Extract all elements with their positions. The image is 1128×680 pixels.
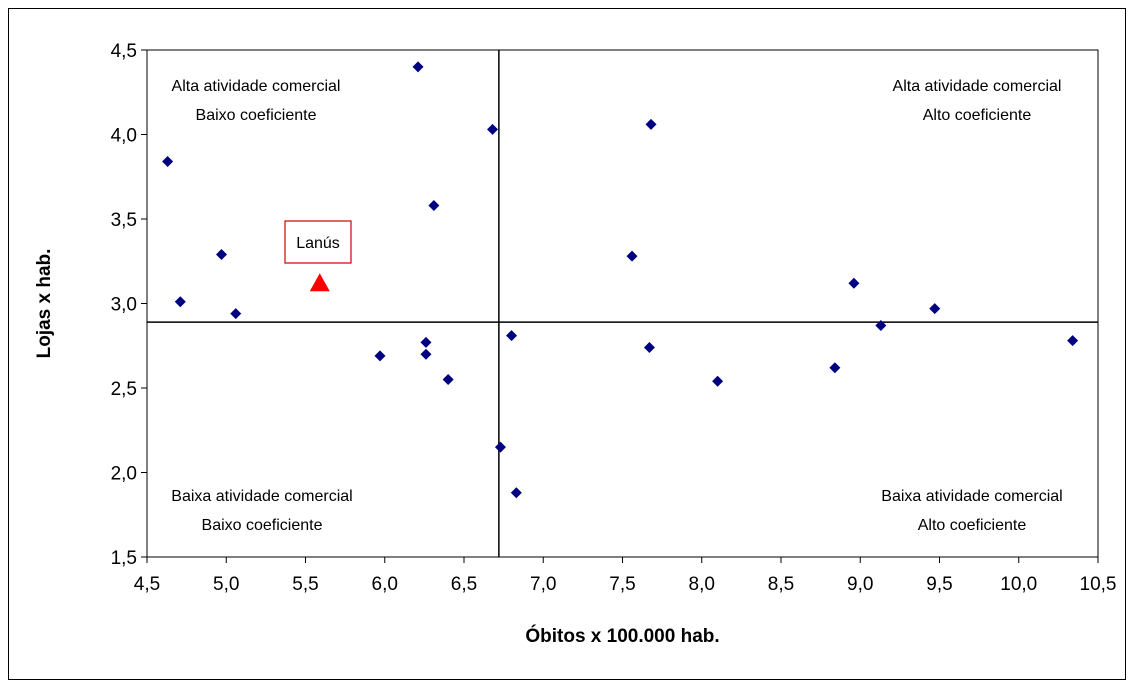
data-point xyxy=(506,330,518,342)
x-tick-label: 5,5 xyxy=(292,574,318,595)
x-axis-title: Óbitos x 100.000 hab. xyxy=(525,625,719,647)
y-tick-label: 3,0 xyxy=(111,295,137,316)
data-point xyxy=(643,341,655,353)
quadrant-label-top-right: Alto coeficiente xyxy=(923,107,1032,124)
data-point xyxy=(428,199,440,211)
x-tick-label: 6,0 xyxy=(372,574,398,595)
chart-frame xyxy=(8,8,1126,680)
quadrant-label-top-left: Baixo coeficiente xyxy=(196,107,317,124)
quadrant-label-bottom-right: Alto coeficiente xyxy=(918,517,1027,534)
y-tick-label: 4,5 xyxy=(111,41,137,62)
x-tick-label: 7,5 xyxy=(609,574,635,595)
x-tick-label: 5,0 xyxy=(213,574,239,595)
x-tick-label: 10,0 xyxy=(1000,574,1037,595)
data-point xyxy=(412,61,424,73)
data-point xyxy=(510,487,522,499)
y-axis-title: Lojas x hab. xyxy=(34,249,55,359)
data-point xyxy=(442,374,454,386)
data-point xyxy=(645,118,657,130)
y-tick-label: 3,5 xyxy=(111,210,137,231)
x-tick-label: 9,0 xyxy=(847,574,873,595)
data-point xyxy=(174,296,186,308)
y-tick-label: 2,5 xyxy=(111,379,137,400)
data-point xyxy=(420,336,432,348)
data-point xyxy=(848,277,860,289)
x-tick-label: 7,0 xyxy=(530,574,556,595)
quadrant-label-top-right: Alta atividade comercial xyxy=(893,78,1062,95)
plot-area xyxy=(146,49,1099,558)
data-point xyxy=(829,362,841,374)
data-point xyxy=(626,250,638,262)
data-point xyxy=(1067,335,1079,347)
x-tick-label: 8,0 xyxy=(689,574,715,595)
lanus-label: Lanús xyxy=(296,235,340,252)
data-point xyxy=(712,375,724,387)
data-point xyxy=(230,308,242,320)
quadrant-label-bottom-right: Baixa atividade comercial xyxy=(881,488,1062,505)
data-point xyxy=(487,123,499,135)
data-point xyxy=(374,350,386,362)
highlight-point-lanus xyxy=(309,273,330,292)
lanus-label-box xyxy=(284,220,352,264)
data-point xyxy=(162,156,174,168)
data-point xyxy=(420,348,432,360)
y-tick-label: 2,0 xyxy=(111,464,137,485)
quadrant-label-bottom-left: Baixa atividade comercial xyxy=(171,488,352,505)
y-tick-label: 1,5 xyxy=(111,548,137,569)
data-point xyxy=(875,319,887,331)
data-point xyxy=(929,303,941,315)
x-tick-label: 4,5 xyxy=(134,574,160,595)
x-tick-label: 6,5 xyxy=(451,574,477,595)
chart-marks: 4,5 5,0 5,5 6,0 6,5 7,0 7,5 8,0 8,5 9,0 9,5 10,0 10,… xyxy=(34,41,1116,647)
x-tick-label: 9,5 xyxy=(926,574,952,595)
y-tick-label: 4,0 xyxy=(111,126,137,147)
x-tick-label: 10,5 xyxy=(1080,574,1117,595)
data-point xyxy=(215,248,227,260)
quadrant-label-bottom-left: Baixo coeficiente xyxy=(202,517,323,534)
quadrant-label-top-left: Alta atividade comercial xyxy=(172,78,341,95)
x-tick-label: 8,5 xyxy=(768,574,794,595)
data-point xyxy=(494,441,506,453)
